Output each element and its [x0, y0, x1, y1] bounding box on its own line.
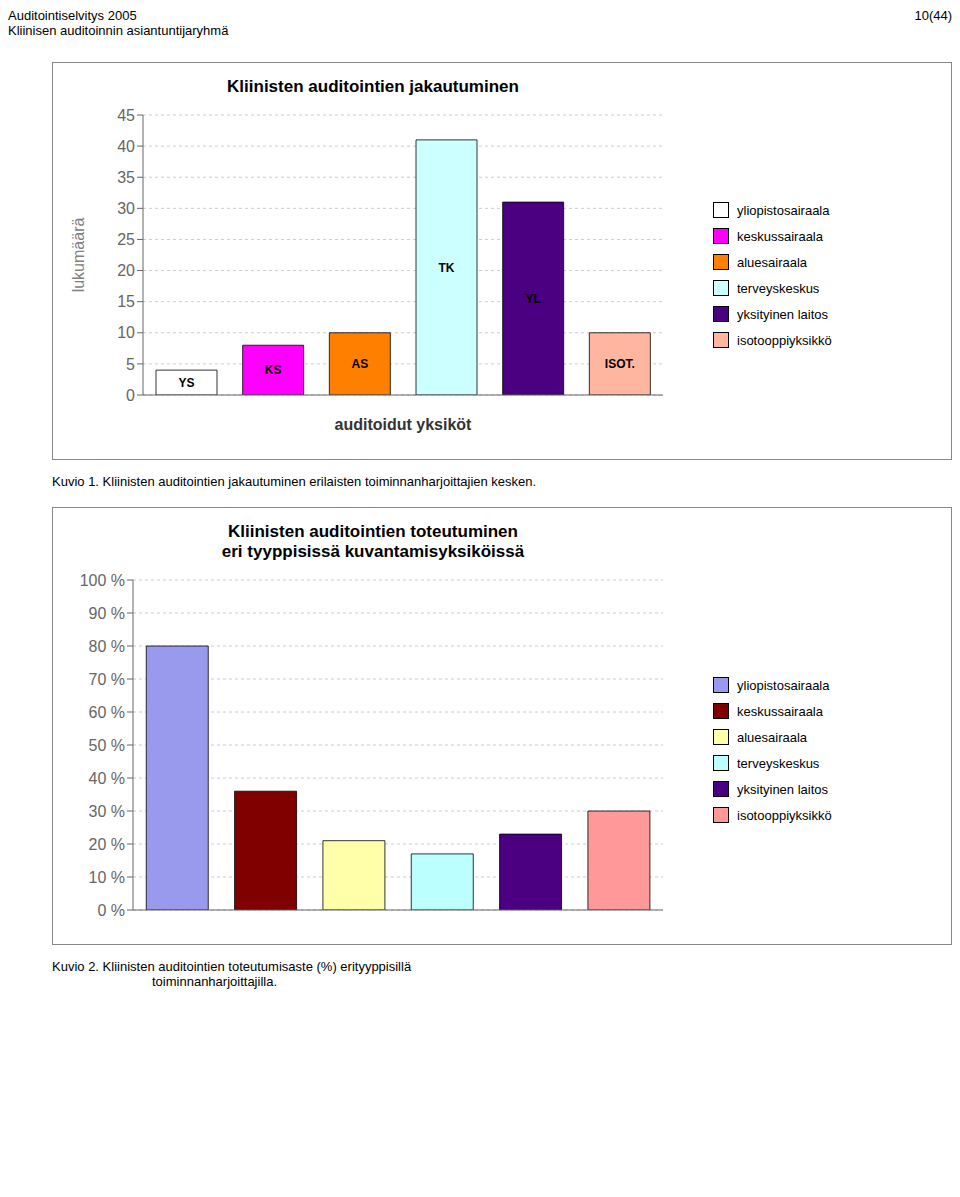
html-text:terveyskeskus: terveyskeskus [737, 755, 820, 771]
svg-text:5: 5 [126, 356, 135, 373]
svg-text:45: 45 [117, 107, 135, 124]
svg-text:60 %: 60 % [89, 704, 125, 721]
svg-text:15: 15 [117, 293, 135, 310]
html-text:yksityinen laitos: yksityinen laitos [737, 781, 828, 797]
html-text:keskussairaala: keskussairaala [737, 228, 823, 244]
svg-text:25: 25 [117, 231, 135, 248]
svg-text:90 %: 90 % [89, 605, 125, 622]
svg-text:auditoidut yksiköt: auditoidut yksiköt [335, 416, 473, 433]
svg-text:AS: AS [351, 357, 368, 371]
svg-text:40 %: 40 % [89, 770, 125, 787]
svg-text:100 %: 100 % [80, 572, 125, 589]
svg-text:30 %: 30 % [89, 803, 125, 820]
svg-text:YL: YL [525, 292, 540, 306]
svg-text:70 %: 70 % [89, 671, 125, 688]
html-text:Kliinisten auditointien jakaut: Kliinisten auditointien jakautuminen [227, 77, 519, 96]
svg-text:50 %: 50 % [89, 737, 125, 754]
html-text:isotooppiyksikkö: isotooppiyksikkö [737, 807, 832, 823]
html-text:Kuvio 1. Kliinisten auditointi: Kuvio 1. Kliinisten auditointien jakautu… [52, 474, 537, 489]
svg-text:YS: YS [178, 376, 194, 390]
html-text:Kuvio 2. Kliinisten auditointi: Kuvio 2. Kliinisten auditointien toteutu… [52, 959, 412, 974]
svg-text:35: 35 [117, 169, 135, 186]
svg-text:0 %: 0 % [97, 902, 125, 919]
html-text:terveyskeskus: terveyskeskus [737, 280, 820, 296]
html-text:Kliinisten auditointien toteut: Kliinisten auditointien toteutuminen [228, 522, 518, 541]
svg-text:20: 20 [117, 262, 135, 279]
html-text:isotooppiyksikkö: isotooppiyksikkö [737, 332, 832, 348]
svg-text:ISOT.: ISOT. [605, 357, 635, 371]
svg-text:30: 30 [117, 200, 135, 217]
html-text:aluesairaala: aluesairaala [737, 729, 808, 745]
html-text:10(44): 10(44) [914, 8, 952, 23]
svg-text:0: 0 [126, 387, 135, 404]
html-text:Kliinisen auditoinnin asiantun: Kliinisen auditoinnin asiantuntijaryhmä [8, 23, 229, 38]
svg-text:10: 10 [117, 324, 135, 341]
svg-text:20 %: 20 % [89, 836, 125, 853]
html-text:yliopistosairaala: yliopistosairaala [737, 677, 830, 693]
svg-text:40: 40 [117, 138, 135, 155]
html-text:yksityinen laitos: yksityinen laitos [737, 306, 828, 322]
html-text:keskussairaala: keskussairaala [737, 703, 823, 719]
html-text:yliopistosairaala: yliopistosairaala [737, 202, 830, 218]
html-text:aluesairaala: aluesairaala [737, 254, 808, 270]
svg-text:KS: KS [265, 363, 282, 377]
html-text:toiminnanharjoittajilla.: toiminnanharjoittajilla. [152, 974, 277, 989]
svg-text:80 %: 80 % [89, 638, 125, 655]
html-text:Auditointiselvitys 2005: Auditointiselvitys 2005 [8, 8, 137, 23]
html-text:eri tyyppisissä kuvantamisyksi: eri tyyppisissä kuvantamisyksiköissä [221, 542, 525, 561]
svg-text:lukumäärä: lukumäärä [70, 218, 87, 293]
svg-text:TK: TK [439, 261, 455, 275]
svg-text:10 %: 10 % [89, 869, 125, 886]
